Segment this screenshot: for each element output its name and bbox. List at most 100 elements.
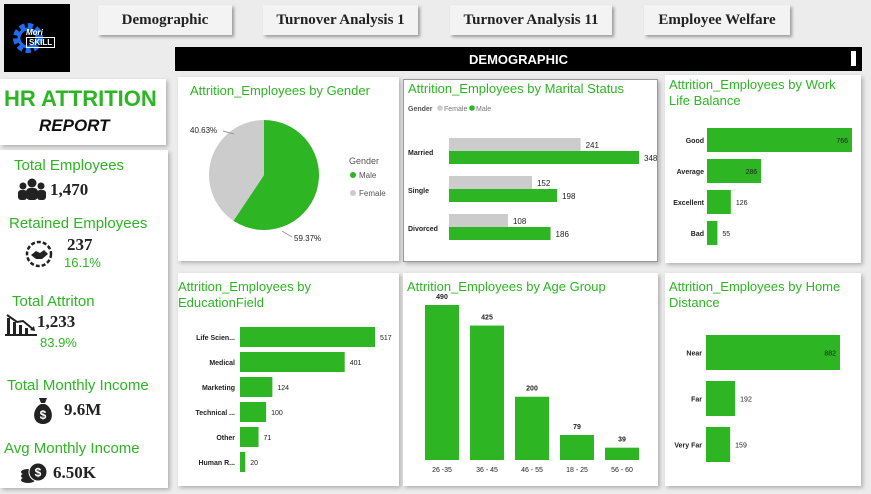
marital-value-divorced-female: 108 (513, 217, 527, 226)
pie-label-female: 40.63% (190, 126, 217, 135)
worklife-bar-0 (707, 128, 852, 152)
education-bar-1 (240, 352, 345, 372)
distance-bar-2 (706, 427, 731, 462)
gender-pie-chart[interactable]: 59.37% 40.63% Gender Male Female (178, 77, 399, 261)
kpi-attrition-pct: 83.9% (40, 335, 77, 350)
pie-slice-male (233, 120, 319, 230)
kpi-avg-income-label: Avg Monthly Income (4, 440, 140, 457)
worklife-value-1: 286 (745, 169, 757, 176)
education-bar-5 (240, 452, 246, 472)
kpi-attrition-label: Total Attriton (12, 293, 95, 310)
marital-bar-married-male (449, 151, 639, 164)
report-title-card: HR ATTRITION REPORT (0, 79, 166, 145)
pie-legend-label-male: Male (359, 171, 377, 180)
worklife-chart-title: Attrition_Employees by Work Life Balance (669, 77, 836, 108)
age-category-3: 18 - 25 (566, 467, 588, 474)
distance-category-2: Very Far (674, 443, 702, 450)
age-category-2: 46 - 55 (521, 467, 543, 474)
nav-employee-welfare-button[interactable]: Employee Welfare (644, 5, 790, 35)
education-bar-4 (240, 427, 259, 447)
education-category-5: Human R... (198, 460, 235, 467)
kpi-monthly-income-value: 9.6M (64, 400, 102, 419)
worklife-bar-2 (707, 190, 731, 214)
marital-bar-divorced-female (449, 214, 508, 227)
kpi-total-employees-label: Total Employees (14, 157, 125, 174)
age-bar-3 (560, 435, 594, 460)
logo-text-2: SKILL (26, 37, 56, 48)
kpi-retained-value: 237 (67, 235, 93, 254)
distance-chart-title: Attrition_Employees by Home Distance (669, 279, 841, 310)
distance-value-2: 159 (735, 443, 747, 450)
worklife-value-3: 55 (722, 231, 730, 238)
marital-chart-title: Attrition_Employees by Marital Status (408, 81, 625, 96)
age-bar-4 (605, 447, 639, 460)
pie-legend-label-female: Female (359, 189, 386, 198)
agegroup-bar-chart[interactable]: 490 26 -35 425 36 - 45 200 46 - 55 79 18 - 25 39… (403, 273, 658, 486)
marital-value-single-female: 152 (537, 179, 551, 188)
age-bar-1 (470, 325, 504, 460)
marital-bar-chart[interactable]: Gender Female Male Married 241 348 Single 152 19… (404, 80, 659, 263)
kpi-monthly-income-label: Total Monthly Income (7, 377, 149, 394)
education-chart-title: Attrition_Employees by EducationField (178, 279, 311, 310)
handshake-icon (25, 240, 53, 268)
nav-demographic-button[interactable]: Demographic (98, 5, 232, 35)
kpi-retained-pct: 16.1% (64, 255, 101, 270)
marital-legend-title: Gender (408, 106, 433, 113)
age-category-0: 26 -35 (432, 467, 452, 474)
worklife-bar-3 (707, 221, 718, 245)
worklife-value-2: 126 (736, 200, 748, 207)
kpi-attrition-value: 1,233 (37, 312, 76, 331)
worklife-category-0: Good (686, 138, 704, 145)
distance-category-1: Far (691, 397, 702, 404)
pie-legend-dot-female (350, 190, 356, 196)
marital-value-married-male: 348 (644, 154, 658, 163)
marital-bar-single-female (449, 176, 532, 189)
age-value-3: 79 (573, 424, 581, 431)
pie-label-male: 59.37% (294, 234, 321, 243)
education-value-1: 401 (350, 360, 362, 367)
marital-legend-dot-female (437, 105, 443, 111)
education-category-1: Medical (209, 360, 235, 367)
education-bar-chart[interactable]: Life Scien... 517 Medical 401 Marketing 124 Te… (178, 273, 399, 486)
age-category-4: 56 - 60 (611, 467, 633, 474)
worklife-bar-chart[interactable]: Good 766 Average 286 Excellent 126 Bad 55 (665, 75, 861, 263)
pie-legend-dot-male (350, 172, 356, 178)
pie-legend-title: Gender (349, 156, 379, 166)
pie-slice-female (208, 120, 264, 221)
report-subtitle: REPORT (39, 116, 110, 135)
report-title: HR ATTRITION (4, 86, 157, 111)
marital-bar-divorced-male (449, 227, 551, 240)
kpi-total-employees-value: 1,470 (50, 180, 89, 199)
marital-bar-married-female (449, 138, 581, 151)
marital-value-divorced-male: 186 (556, 230, 570, 239)
distance-bar-chart[interactable]: Near 882 Far 192 Very Far 159 (665, 273, 861, 486)
education-bar-3 (240, 402, 267, 422)
svg-text:$: $ (35, 466, 42, 480)
age-value-2: 200 (526, 386, 538, 393)
distance-bar-0 (706, 335, 840, 370)
marital-value-single-male: 198 (562, 192, 576, 201)
distance-category-0: Near (686, 351, 702, 358)
kpi-retained-label: Retained Employees (9, 215, 148, 232)
education-value-2: 124 (277, 385, 289, 392)
agegroup-chart-title: Attrition_Employees by Age Group (407, 279, 606, 294)
distance-chart-card: Attrition_Employees by Home Distance Nea… (665, 273, 861, 486)
gender-chart-title: Attrition_Employees by Gender (190, 83, 370, 98)
distance-value-1: 192 (740, 397, 752, 404)
logo-text-1: Mori (26, 28, 43, 37)
age-value-4: 39 (618, 437, 626, 444)
logo: Mori SKILL (4, 4, 70, 72)
kpi-avg-income-value: 6.50K (53, 463, 96, 482)
marital-legend-label-female: Female (444, 106, 467, 113)
worklife-category-2: Excellent (673, 200, 704, 207)
distance-value-0: 882 (824, 351, 836, 358)
education-category-4: Other (216, 435, 235, 442)
section-banner: DEMOGRAPHIC (175, 47, 862, 71)
marital-legend-dot-male (469, 105, 475, 111)
nav-turnover-11-button[interactable]: Turnover Analysis 11 (450, 5, 612, 35)
education-value-3: 100 (271, 410, 283, 417)
education-category-3: Technical ... (195, 410, 235, 417)
nav-turnover-1-button[interactable]: Turnover Analysis 1 (263, 5, 418, 35)
marital-legend-label-male: Male (476, 106, 491, 113)
banner-marker (851, 51, 856, 66)
